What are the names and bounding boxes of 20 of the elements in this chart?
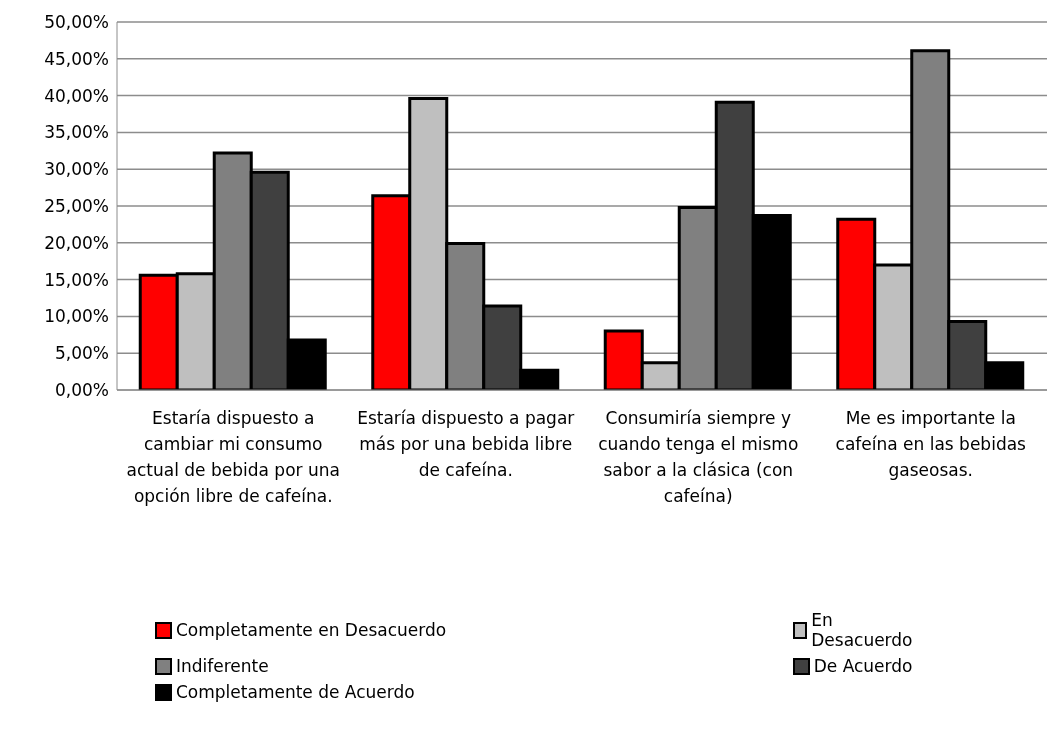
- x-tick-label: Consumiría siempre y cuando tenga el mismo sabor a la clásica (con cafeína): [598, 408, 799, 506]
- y-tick-label: 25,00%: [44, 196, 109, 217]
- y-tick-label: 40,00%: [44, 85, 109, 106]
- legend-label: De Acuerdo: [813, 656, 913, 676]
- x-tick-label: Me es importante la cafeína en las bebidas gaseosas.: [835, 408, 1027, 480]
- y-tick-label: 50,00%: [44, 12, 109, 33]
- legend-label: En Desacuerdo: [811, 610, 914, 650]
- y-tick-label: 30,00%: [44, 159, 109, 180]
- y-tick-label: 10,00%: [44, 306, 109, 327]
- legend-label: Indiferente: [176, 656, 269, 676]
- y-tick-label: 20,00%: [44, 232, 109, 253]
- y-tick-label: 35,00%: [44, 122, 109, 143]
- y-tick-label: 0,00%: [54, 380, 109, 401]
- legend-label: Completamente en Desacuerdo: [176, 620, 447, 640]
- x-tick-label: Estaría dispuesto a cambiar mi consumo actual de bebida por una opción libre de cafeína.: [126, 408, 340, 506]
- y-tick-label: 45,00%: [44, 48, 109, 69]
- x-tick-label: Estaría dispuesto a pagar más por una bebida libre de cafeína.: [357, 408, 575, 480]
- y-tick-label: 15,00%: [44, 269, 109, 290]
- y-tick-label: 5,00%: [54, 343, 109, 364]
- legend-label: Completamente de Acuerdo: [176, 682, 415, 702]
